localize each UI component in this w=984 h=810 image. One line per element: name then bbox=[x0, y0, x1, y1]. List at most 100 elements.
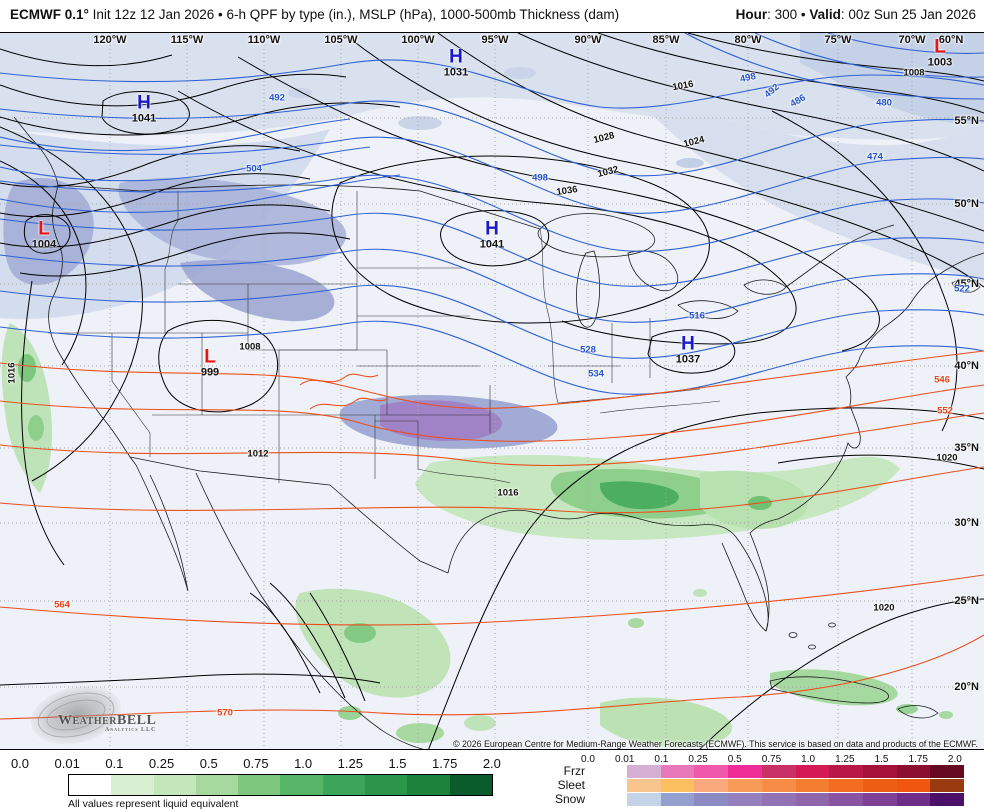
sleet-color-segment bbox=[761, 779, 796, 792]
type-tick: 1.25 bbox=[835, 754, 855, 765]
longitude-label: 120°W bbox=[93, 34, 127, 46]
model-subtitle: Init 12z 12 Jan 2026 • 6-h QPF by type (… bbox=[88, 7, 620, 22]
pressure-marker: H 1041 bbox=[132, 94, 156, 125]
sleet-color-segment bbox=[694, 779, 729, 792]
snow-color-segment bbox=[761, 793, 796, 806]
contour-label: 570 bbox=[217, 707, 233, 719]
sleet-color-segment bbox=[930, 779, 965, 792]
weather-map: 120°W 115°W 110°W 105°W 100°W 95°W 90°W 85°W 80°… bbox=[0, 32, 984, 750]
pressure-marker: H 1037 bbox=[676, 335, 700, 366]
contour-label: 534 bbox=[588, 368, 604, 380]
qpf-color-segment bbox=[69, 775, 112, 795]
pressure-value: 1003 bbox=[927, 56, 953, 69]
qpf-tick: 1.0 bbox=[294, 756, 313, 771]
frzr-color-segment bbox=[930, 765, 965, 778]
pressure-letter: H bbox=[681, 333, 695, 355]
pressure-value: 999 bbox=[200, 366, 220, 379]
latitude-label: 45°N bbox=[954, 278, 979, 290]
latitude-label: 40°N bbox=[954, 360, 979, 372]
snow-color-segment bbox=[896, 793, 931, 806]
legend-bar: 0.0 0.01 0.1 0.25 0.5 0.75 1.0 1.25 1.5 1.75 2.0 A… bbox=[0, 750, 984, 810]
frzr-color-segment bbox=[862, 765, 897, 778]
valid-time: Hour: 300 • Valid: 00z Sun 25 Jan 2026 bbox=[735, 7, 976, 22]
qpf-tick: 0.75 bbox=[243, 756, 269, 771]
frzr-color-segment bbox=[761, 765, 796, 778]
qpf-scale-ticks: 0.0 0.01 0.1 0.25 0.5 0.75 1.0 1.25 1.5 1.75 2.0 bbox=[2, 756, 510, 771]
qpf-color-segment bbox=[407, 775, 450, 795]
sleet-color-segment bbox=[728, 779, 762, 792]
type-tick: 0.1 bbox=[654, 754, 669, 765]
snow-color-segment bbox=[930, 793, 965, 806]
latitude-label: 55°N bbox=[954, 115, 979, 127]
type-tick: 0.01 bbox=[614, 754, 635, 765]
snow-color-segment bbox=[660, 793, 695, 806]
weatherbell-logo: WeatherBELL Analytics LLC bbox=[22, 676, 172, 749]
contour-label: 1020 bbox=[873, 602, 895, 614]
type-tick: 1.75 bbox=[908, 754, 928, 765]
legend-note: All values represent liquid equivalent bbox=[68, 798, 239, 810]
latitude-label: 30°N bbox=[954, 517, 979, 529]
contour-label: 1008 bbox=[903, 67, 925, 79]
qpf-tick: 0.25 bbox=[148, 756, 175, 771]
snow-color-segment bbox=[795, 793, 830, 806]
contour-label: 492 bbox=[269, 92, 285, 104]
pressure-value: 1004 bbox=[31, 238, 57, 251]
logo-line2: Analytics LLC bbox=[104, 727, 157, 733]
qpf-color-segment bbox=[280, 775, 323, 795]
type-tick: 0.0 bbox=[581, 754, 595, 765]
sleet-color-segment bbox=[795, 779, 830, 792]
type-tick: 0.5 bbox=[727, 754, 742, 765]
contour-label: 1012 bbox=[247, 448, 269, 460]
snow-color-segment bbox=[829, 793, 863, 806]
snow-color-segment bbox=[728, 793, 762, 806]
frzr-color-segment bbox=[627, 765, 661, 778]
pressure-marker: L 1003 bbox=[928, 38, 952, 69]
frzr-color-segment bbox=[829, 765, 863, 778]
logo-line1: WeatherBELL bbox=[58, 713, 157, 728]
type-tick: 1.0 bbox=[801, 754, 816, 765]
latitude-label: 35°N bbox=[954, 442, 979, 454]
pressure-value: 1031 bbox=[443, 66, 469, 79]
longitude-label: 95°W bbox=[481, 34, 509, 46]
snow-row-label: Snow bbox=[554, 792, 585, 806]
frzr-row-label: Frzr bbox=[563, 764, 585, 778]
longitude-label: 115°W bbox=[170, 34, 204, 46]
frzr-color-segment bbox=[896, 765, 931, 778]
qpf-color-segment bbox=[322, 775, 366, 795]
pressure-letter: L bbox=[204, 346, 216, 368]
contour-label: 480 bbox=[876, 97, 892, 109]
latitude-label: 25°N bbox=[954, 595, 979, 607]
header-bar: ECMWF 0.1° Init 12z 12 Jan 2026 • 6-h QP… bbox=[0, 0, 984, 32]
longitude-label: 90°W bbox=[574, 34, 602, 46]
longitude-label: 105°W bbox=[324, 34, 358, 46]
qpf-tick: 0.5 bbox=[199, 756, 218, 771]
frzr-color-segment bbox=[694, 765, 729, 778]
contour-label: 552 bbox=[937, 405, 953, 417]
contour-label: 1020 bbox=[936, 452, 958, 464]
qpf-tick: 1.75 bbox=[432, 756, 458, 771]
longitude-label: 110°W bbox=[247, 34, 281, 46]
longitude-label: 75°W bbox=[824, 34, 852, 46]
type-tick: 0.25 bbox=[688, 754, 708, 765]
contour-label: 564 bbox=[54, 599, 70, 611]
contour-label: 1008 bbox=[239, 341, 261, 353]
pressure-marker: H 1041 bbox=[480, 220, 504, 251]
contour-label: 504 bbox=[246, 163, 262, 175]
pressure-marker: H 1031 bbox=[444, 48, 468, 79]
qpf-tick: 0.01 bbox=[54, 756, 80, 771]
latitude-label: 50°N bbox=[954, 198, 979, 210]
map-canvas bbox=[0, 33, 984, 749]
qpf-tick: 1.5 bbox=[388, 756, 407, 771]
qpf-color-segment bbox=[111, 775, 154, 795]
longitude-label: 100°W bbox=[401, 34, 435, 46]
pressure-value: 1041 bbox=[479, 238, 505, 251]
sleet-color-segment bbox=[627, 779, 661, 792]
pressure-letter: L bbox=[38, 218, 50, 240]
frzr-color-segment bbox=[660, 765, 695, 778]
sleet-color-segment bbox=[829, 779, 863, 792]
contour-label: 528 bbox=[580, 344, 596, 356]
contour-label: 546 bbox=[934, 374, 950, 386]
latitude-label: 20°N bbox=[954, 681, 979, 693]
frzr-color-segment bbox=[795, 765, 830, 778]
sleet-color-segment bbox=[896, 779, 931, 792]
